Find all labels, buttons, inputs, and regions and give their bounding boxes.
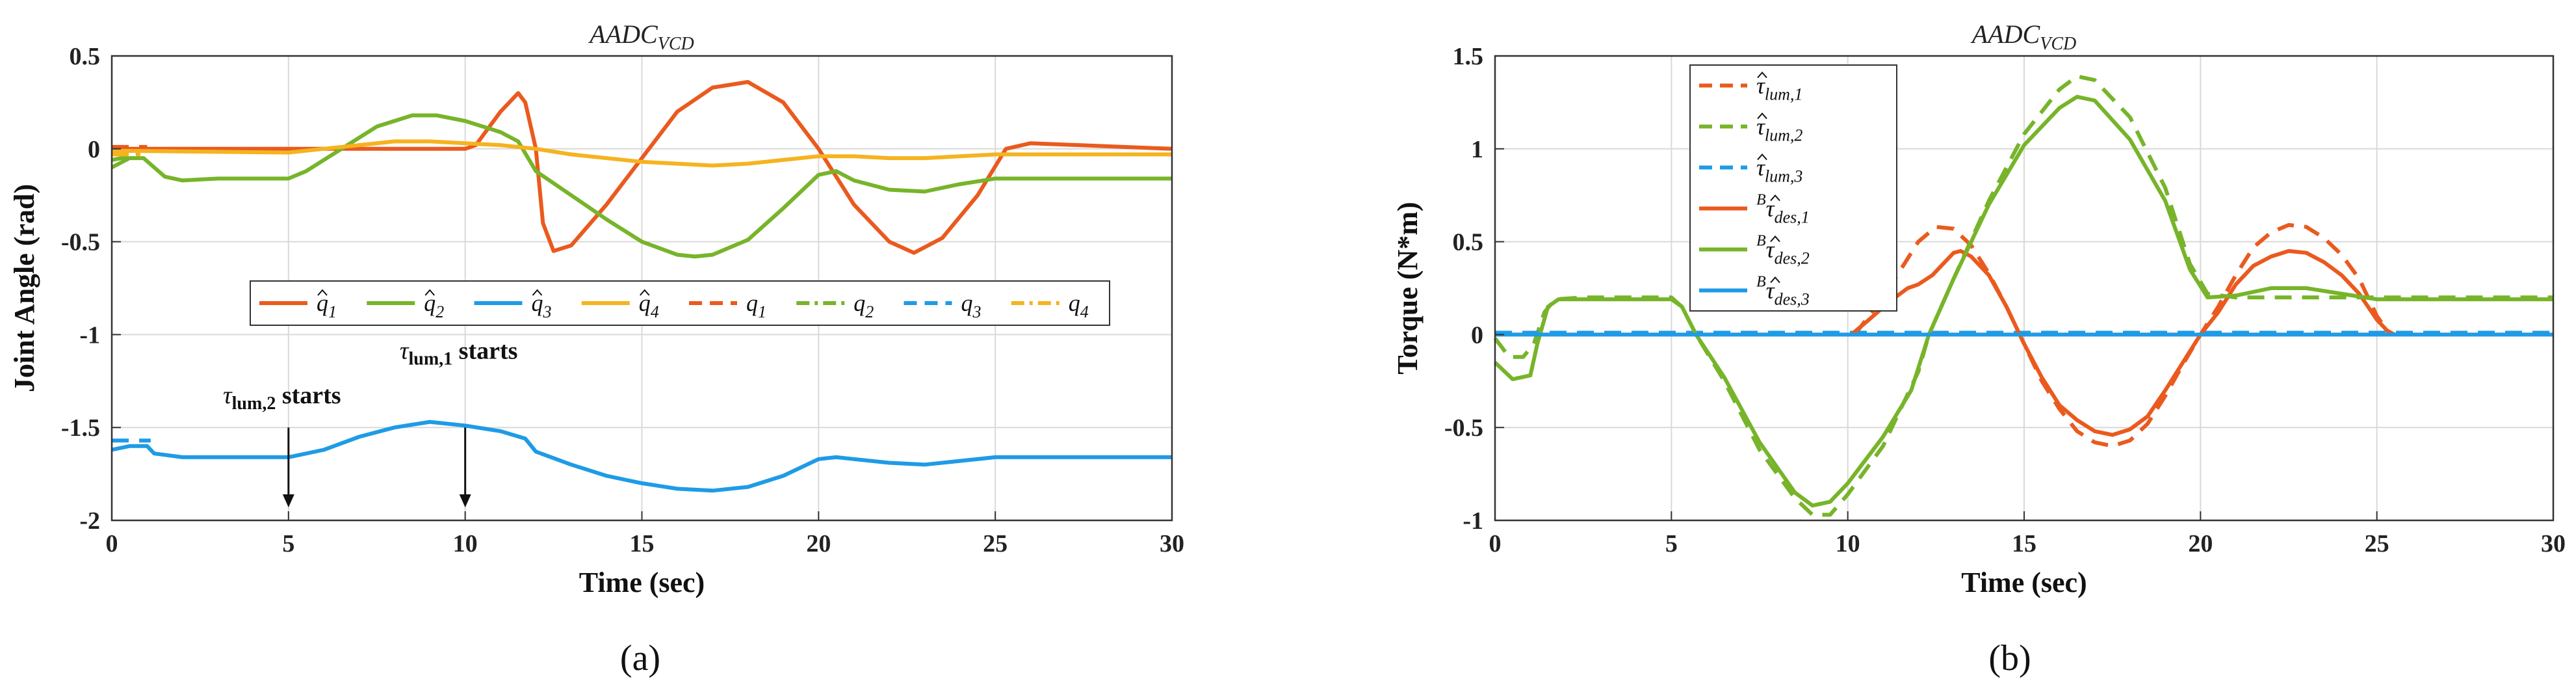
series-line-2: [1493, 74, 2553, 517]
y-tick-label: 0: [88, 136, 100, 163]
legend-entry-label: τlum,2: [1756, 114, 1802, 145]
x-tick-label: 10: [1836, 530, 1860, 557]
x-axis-label: Time (sec): [579, 567, 705, 598]
x-tick-label: 30: [1160, 530, 1184, 557]
y-tick-label: 1.5: [1453, 43, 1484, 70]
legend-entry-label: Bτdes,2: [1756, 233, 1810, 268]
annotation-1: τlum,2 starts: [223, 382, 341, 508]
y-tick-label: -0.5: [61, 229, 100, 256]
legend-entry-label: q2: [424, 290, 444, 321]
x-tick-label: 20: [806, 530, 831, 557]
x-tick-label: 0: [106, 530, 118, 557]
y-tick-label: 1: [1471, 136, 1483, 163]
panel-caption: (a): [620, 638, 660, 678]
x-tick-label: 25: [983, 530, 1008, 557]
panel-caption: (b): [1988, 638, 2031, 678]
x-tick-label: 15: [630, 530, 655, 557]
y-tick-label: -2: [79, 507, 100, 535]
panel-a-joint-angle-chart: 0 5 10 15 20 25 30 0.5 0 -0.5 -1 -1.5 -2 AADCVCD Time …: [8, 20, 1184, 678]
annotation-arrow-head: [459, 494, 471, 508]
hat-accent: [1757, 153, 1767, 161]
x-tick-label: 15: [2012, 530, 2036, 557]
x-tick-label: 25: [2365, 530, 2389, 557]
chart-title: AADCVCD: [1970, 20, 2076, 54]
panel-b-torque-chart: 0 5 10 15 20 25 30 1.5 1 0.5 0 -0.5 -1 AADCVCD Time (s…: [1392, 20, 2566, 678]
y-axis-label: Torque (N*m): [1392, 202, 1424, 374]
legend-entry-label: Bτdes,1: [1756, 192, 1810, 227]
series-line-4: [1850, 248, 2396, 437]
annotation-2: τlum,1 starts: [400, 338, 518, 508]
hat-accent: [1770, 235, 1780, 243]
x-tick-label: 20: [2188, 530, 2213, 557]
annotation-label: τlum,1 starts: [400, 338, 518, 369]
legend-entry-label: q4: [1069, 290, 1089, 321]
annotation-arrow-head: [282, 494, 294, 508]
x-tick-label: 5: [1665, 530, 1678, 557]
y-tick-label: -1.5: [61, 414, 100, 442]
annotation-label: τlum,2 starts: [223, 382, 341, 414]
legend: τlum,1 τlum,2 τlum,3 Bτdes,1 Bτdes,2 Bτdes,3: [1689, 64, 1897, 312]
legend-box: [1689, 64, 1897, 312]
x-tick-label: 10: [453, 530, 478, 557]
y-tick-label: -0.5: [1444, 414, 1483, 442]
x-axis-label: Time (sec): [1961, 567, 2087, 598]
legend: q1 q2 q3 q4 q1 q2 q3 q4: [250, 280, 1110, 326]
legend-entry-label: q1: [746, 290, 766, 321]
hat-accent: [1757, 112, 1767, 120]
y-axis-label: Joint Angle (rad): [8, 184, 40, 392]
series-line-2: [111, 113, 1172, 259]
hat-accent: [532, 289, 543, 296]
hat-accent: [1770, 194, 1780, 202]
x-tick-label: 5: [282, 530, 294, 557]
legend-entry-label: τlum,1: [1756, 73, 1802, 104]
hat-accent: [1770, 276, 1780, 284]
y-tick-label: 0.5: [70, 43, 101, 70]
legend-entry-label: q2: [853, 290, 874, 321]
hat-accent: [1757, 71, 1767, 79]
legend-entry-label: q3: [961, 290, 982, 321]
legend-entry-label: q1: [317, 290, 337, 321]
series-line-1: [112, 80, 1173, 255]
series-line-3: [111, 420, 1172, 493]
hat-accent: [639, 289, 650, 296]
y-tick-label: -1: [1463, 507, 1483, 535]
chart-title: AADCVCD: [588, 20, 694, 54]
series-line-6: [111, 152, 141, 162]
y-tick-label: 0.5: [1453, 229, 1484, 256]
series-line-4: [111, 139, 1172, 168]
y-tick-label: -1: [79, 321, 100, 349]
hat-accent: [317, 289, 328, 296]
legend-entry-label: τlum,3: [1756, 155, 1802, 186]
hat-accent: [424, 289, 436, 296]
y-tick-label: 0: [1471, 321, 1483, 349]
legend-entry-label: q4: [639, 290, 659, 321]
x-tick-label: 30: [2541, 530, 2566, 557]
x-tick-label: 0: [1489, 530, 1502, 557]
legend-entry-label: q3: [532, 290, 552, 321]
series-line-5: [1493, 94, 2553, 508]
legend-entry-label: Bτdes,3: [1756, 274, 1810, 309]
